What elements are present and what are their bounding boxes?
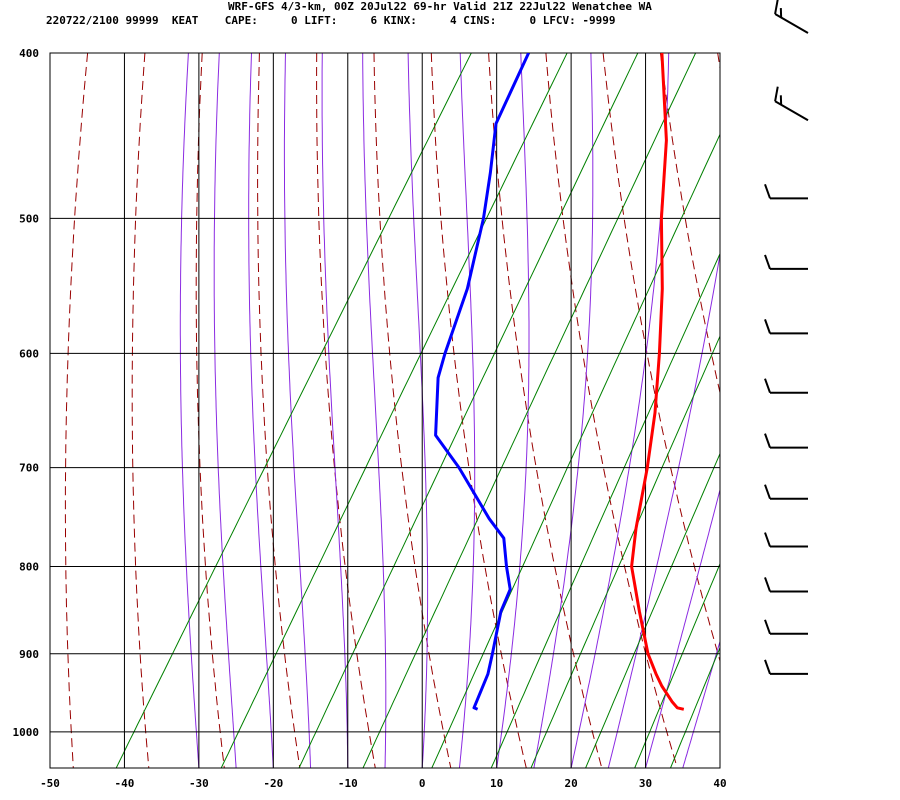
wind-barb [765, 533, 808, 547]
dry-adiabat-line [890, 53, 900, 768]
grid [50, 53, 720, 768]
dry-adiabat-line [660, 53, 828, 768]
moist-adiabat-line [757, 53, 900, 768]
wind-barb [765, 620, 808, 634]
moist-adiabat-line [363, 53, 386, 768]
moist-adiabat-line [720, 53, 900, 768]
dry-adiabat-line [317, 53, 376, 768]
moist-adiabat-line [249, 53, 274, 768]
wind-barb [765, 485, 808, 499]
tick-labels: 400 500 600 700 800 900 1000 -50 -40 -30 -20 -10 0 10… [13, 47, 727, 790]
wind-barb [765, 255, 808, 269]
mixing-ratio-line [671, 53, 900, 768]
moist-adiabat-line [284, 53, 310, 768]
moist-adiabat-line [534, 53, 593, 768]
moist-adiabat-line [497, 53, 529, 768]
x-tick-label: 10 [490, 777, 503, 790]
wind-barb [765, 660, 808, 674]
wind-barb [765, 577, 808, 591]
moist-adiabats [180, 53, 900, 768]
x-tick-label: -30 [189, 777, 209, 790]
wind-barb [765, 434, 808, 448]
dewpoint-profile-line [436, 53, 529, 709]
x-tick-label: -40 [115, 777, 135, 790]
wind-barb [765, 379, 808, 393]
y-tick-label: 700 [19, 462, 39, 475]
dry-adiabat-line [431, 53, 526, 768]
x-tick-label: -50 [40, 777, 60, 790]
dry-adiabat-line [65, 53, 87, 768]
dry-adiabat-line [489, 53, 602, 768]
moist-adiabat-line [322, 53, 348, 768]
moist-adiabat-line [180, 53, 199, 768]
plot-frame [50, 53, 720, 768]
dry-adiabat-line [196, 53, 224, 768]
dry-adiabat-line [832, 53, 900, 768]
moist-adiabat-line [214, 53, 236, 768]
wind-barb [765, 184, 808, 198]
x-tick-label: -20 [263, 777, 283, 790]
x-tick-label: -10 [338, 777, 358, 790]
mixing-ratio-line [586, 53, 896, 768]
mixing-ratio-line [432, 53, 758, 768]
mixing-ratio-line [116, 53, 471, 768]
x-tick-label: 20 [564, 777, 577, 790]
y-tick-label: 900 [19, 648, 39, 661]
dry-adiabat-line [718, 53, 900, 768]
mixing-ratio-line [722, 53, 900, 768]
moist-adiabat-line [646, 53, 822, 768]
y-tick-label: 400 [19, 47, 39, 60]
wind-barb [775, 87, 808, 121]
wind-barb [775, 0, 808, 33]
moist-adiabat-line [608, 53, 748, 768]
dry-adiabat-line [132, 53, 149, 768]
dry-adiabat-line [603, 53, 753, 768]
dry-adiabat-line [546, 53, 677, 768]
x-tick-label: 30 [639, 777, 652, 790]
wind-barb [765, 319, 808, 333]
x-tick-label: 0 [419, 777, 426, 790]
x-tick-label: 40 [713, 777, 726, 790]
temperature-profile-line [632, 53, 684, 709]
y-tick-label: 600 [19, 347, 39, 360]
wind-barbs [765, 0, 808, 674]
moist-adiabat-line [683, 53, 886, 768]
y-tick-label: 800 [19, 561, 39, 574]
mixing-ratio-lines [116, 53, 900, 768]
y-tick-label: 1000 [13, 726, 40, 739]
dry-adiabat-line [775, 53, 900, 768]
y-tick-label: 500 [19, 212, 39, 225]
mixing-ratio-line [531, 53, 846, 768]
